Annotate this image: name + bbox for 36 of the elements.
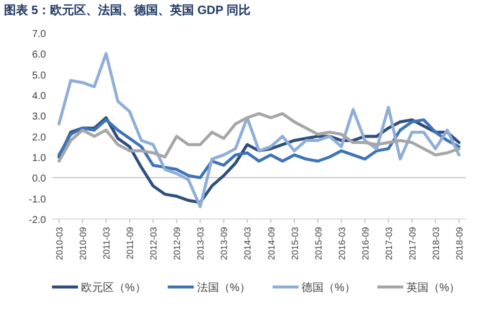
y-tick-label: 0.0 xyxy=(32,174,46,185)
y-tick-label: 3.0 xyxy=(32,112,46,123)
x-tick-label: 2013-09 xyxy=(219,227,230,260)
x-tick-label: 2012-03 xyxy=(148,227,159,260)
line-series xyxy=(58,52,460,208)
y-tick-label: -2.0 xyxy=(28,215,46,226)
x-tick-label: 2018-03 xyxy=(430,227,441,260)
legend-label: 德国（%） xyxy=(302,282,356,294)
x-tick-label: 2010-09 xyxy=(78,227,88,260)
legend-label: 法国（%） xyxy=(196,281,251,294)
line-series xyxy=(58,118,460,180)
y-tick-label: 4.0 xyxy=(32,91,46,102)
y-tick-label: 6.0 xyxy=(32,50,46,61)
legend-label: 欧元区（%） xyxy=(81,282,146,294)
y-tick-label: 1.0 xyxy=(32,153,46,164)
x-tick-label: 2015-09 xyxy=(313,227,324,260)
x-tick-label: 2017-03 xyxy=(384,227,394,260)
x-tick-label: 2015-03 xyxy=(290,227,300,260)
x-tick-label: 2014-03 xyxy=(242,227,253,260)
x-tick-label: 2013-03 xyxy=(196,227,206,260)
line-series xyxy=(58,112,460,163)
x-tick-label: 2012-09 xyxy=(172,227,182,260)
x-tick-label: 2011-03 xyxy=(102,227,112,260)
x-tick-label: 2011-09 xyxy=(125,227,136,260)
y-tick-label: 2.0 xyxy=(32,132,46,144)
x-tick-label: 2017-09 xyxy=(407,227,418,260)
x-tick-label: 2010-03 xyxy=(54,227,64,260)
x-tick-label: 2014-09 xyxy=(266,227,276,260)
x-tick-label: 2016-03 xyxy=(336,227,347,260)
x-tick-label: 2018-09 xyxy=(454,227,464,260)
y-tick-label: -1.0 xyxy=(28,194,46,206)
y-tick-label: 7.0 xyxy=(32,29,46,40)
chart-title: 图表 5：欧元区、法国、德国、英国 GDP 同比 xyxy=(4,3,250,17)
x-tick-label: 2016-09 xyxy=(360,227,370,260)
legend-label: 英国（%） xyxy=(406,281,460,294)
y-tick-label: 5.0 xyxy=(32,70,46,82)
